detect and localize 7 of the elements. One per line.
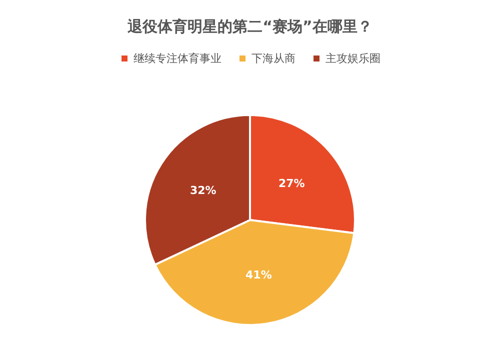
chart-title: 退役体育明星的第二“赛场”在哪里？ (126, 18, 372, 36)
data-label: 41% (246, 268, 272, 282)
data-label: 32% (190, 184, 216, 197)
legend-label: 主攻娱乐圈 (326, 52, 380, 65)
legend-label: 下海从商 (252, 52, 296, 65)
data-label: 27% (278, 176, 305, 190)
legend-label: 继续专注体育事业 (134, 52, 222, 65)
